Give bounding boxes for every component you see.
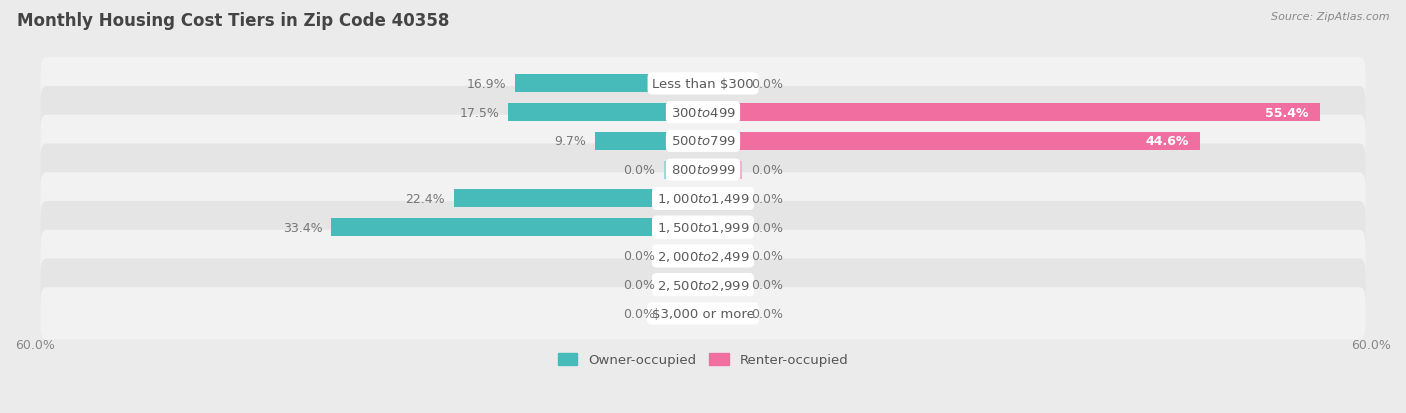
Text: $1,500 to $1,999: $1,500 to $1,999: [657, 221, 749, 235]
Text: $3,000 or more: $3,000 or more: [651, 307, 755, 320]
Bar: [454, 190, 703, 208]
Bar: [703, 104, 1320, 122]
Text: 0.0%: 0.0%: [751, 278, 783, 292]
Bar: [703, 276, 742, 294]
FancyBboxPatch shape: [41, 58, 1365, 110]
Text: 44.6%: 44.6%: [1144, 135, 1188, 148]
Text: Source: ZipAtlas.com: Source: ZipAtlas.com: [1271, 12, 1389, 22]
Text: 0.0%: 0.0%: [751, 250, 783, 263]
FancyBboxPatch shape: [41, 87, 1365, 139]
Text: 0.0%: 0.0%: [751, 164, 783, 177]
FancyBboxPatch shape: [41, 230, 1365, 282]
Text: $300 to $499: $300 to $499: [671, 107, 735, 119]
Bar: [664, 305, 703, 323]
Bar: [703, 305, 742, 323]
FancyBboxPatch shape: [41, 116, 1365, 168]
Legend: Owner-occupied, Renter-occupied: Owner-occupied, Renter-occupied: [553, 348, 853, 372]
Text: 0.0%: 0.0%: [623, 250, 655, 263]
Text: $500 to $799: $500 to $799: [671, 135, 735, 148]
Text: 0.0%: 0.0%: [751, 307, 783, 320]
Text: 0.0%: 0.0%: [623, 307, 655, 320]
Text: $2,000 to $2,499: $2,000 to $2,499: [657, 249, 749, 263]
Text: 9.7%: 9.7%: [554, 135, 586, 148]
Bar: [508, 104, 703, 122]
FancyBboxPatch shape: [41, 144, 1365, 196]
Bar: [703, 75, 742, 93]
Text: 22.4%: 22.4%: [405, 192, 444, 205]
FancyBboxPatch shape: [41, 202, 1365, 254]
Bar: [664, 161, 703, 179]
Bar: [703, 133, 1199, 150]
FancyBboxPatch shape: [41, 287, 1365, 340]
Bar: [664, 276, 703, 294]
Text: 55.4%: 55.4%: [1265, 107, 1309, 119]
Bar: [703, 161, 742, 179]
Text: 0.0%: 0.0%: [751, 192, 783, 205]
Bar: [330, 219, 703, 237]
Bar: [703, 219, 742, 237]
Text: 0.0%: 0.0%: [751, 78, 783, 91]
Text: $1,000 to $1,499: $1,000 to $1,499: [657, 192, 749, 206]
Bar: [515, 75, 703, 93]
Text: 33.4%: 33.4%: [283, 221, 322, 234]
Text: $2,500 to $2,999: $2,500 to $2,999: [657, 278, 749, 292]
Text: 16.9%: 16.9%: [467, 78, 506, 91]
FancyBboxPatch shape: [41, 259, 1365, 311]
Text: Less than $300: Less than $300: [652, 78, 754, 91]
FancyBboxPatch shape: [41, 173, 1365, 225]
Text: 0.0%: 0.0%: [623, 278, 655, 292]
Bar: [703, 247, 742, 265]
Text: 0.0%: 0.0%: [751, 221, 783, 234]
Bar: [664, 247, 703, 265]
Text: 0.0%: 0.0%: [623, 164, 655, 177]
Bar: [595, 133, 703, 150]
Text: 17.5%: 17.5%: [460, 107, 499, 119]
Bar: [703, 190, 742, 208]
Text: Monthly Housing Cost Tiers in Zip Code 40358: Monthly Housing Cost Tiers in Zip Code 4…: [17, 12, 450, 30]
Text: $800 to $999: $800 to $999: [671, 164, 735, 177]
